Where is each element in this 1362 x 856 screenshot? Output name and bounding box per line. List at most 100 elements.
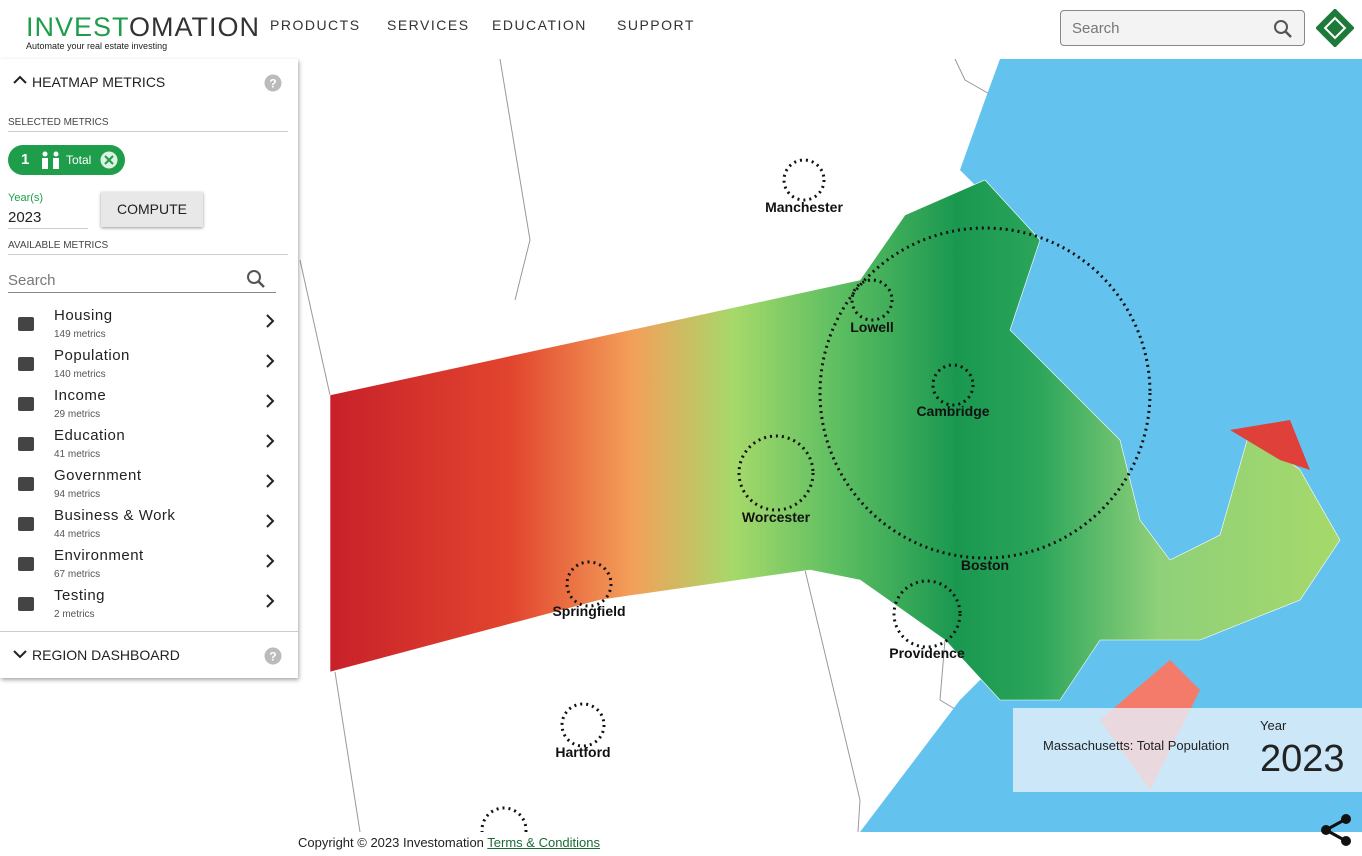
logo-text: INVEST — [26, 12, 130, 42]
category-name: Education — [54, 427, 126, 444]
logo-text: OMATION — [129, 12, 261, 42]
category-row[interactable]: Housing 149 metrics — [0, 307, 298, 348]
category-row[interactable]: Population 140 metrics — [0, 347, 298, 388]
nav-link[interactable]: SERVICES — [387, 17, 470, 33]
category-row[interactable]: Environment 67 metrics — [0, 547, 298, 588]
category-icon — [18, 397, 34, 411]
svg-text:?: ? — [269, 650, 276, 664]
category-icon — [18, 437, 34, 451]
city-label: Boston — [961, 557, 1009, 573]
chevron-path — [266, 474, 275, 488]
svg-text:?: ? — [269, 77, 276, 91]
copyright: Copyright © 2023 Investomation — [298, 835, 484, 850]
section-label: SELECTED METRICS — [8, 117, 109, 128]
icon-shape — [18, 477, 34, 491]
chevron-path — [266, 354, 275, 368]
search-placeholder: Search — [1072, 20, 1120, 37]
city-radius — [931, 363, 975, 407]
category-count: 41 metrics — [54, 449, 101, 460]
icon-shape — [18, 357, 34, 371]
panel-title[interactable]: REGION DASHBOARD — [32, 647, 180, 663]
year-label: Year — [1260, 718, 1287, 733]
chevron — [266, 474, 275, 488]
chip-count: 1 — [21, 151, 30, 168]
chevron — [266, 354, 275, 368]
category-row[interactable]: Testing 2 metrics — [0, 587, 298, 628]
category-count: 44 metrics — [54, 529, 101, 540]
search-icon — [1274, 20, 1292, 38]
year-input[interactable]: 2023 — [8, 209, 88, 229]
nav-link[interactable]: EDUCATION — [492, 17, 587, 33]
category-row[interactable]: Business & Work 44 metrics — [0, 507, 298, 548]
city-markers: Manchester Lowell Cambridge Worcester Boston… — [480, 158, 1152, 832]
expand-icon[interactable] — [13, 649, 27, 659]
chevron — [266, 394, 275, 408]
category-count: 2 metrics — [54, 609, 95, 620]
section-label: AVAILABLE METRICS — [8, 240, 109, 251]
metric-chip[interactable]: 1 Total — [8, 145, 125, 175]
chevron — [266, 594, 275, 608]
category-count: 149 metrics — [54, 329, 106, 340]
chevron-path — [266, 594, 275, 608]
sidebar: HEATMAP METRICS ? SELECTED METRICS 1 Tot… — [0, 59, 298, 678]
category-row[interactable]: Government 94 metrics — [0, 467, 298, 508]
help-icon[interactable]: ? — [264, 74, 282, 92]
category-name: Income — [54, 387, 107, 404]
city-label: Springfield — [552, 603, 625, 619]
category-count: 67 metrics — [54, 569, 101, 580]
chevron-path — [266, 554, 275, 568]
search-box[interactable]: Search — [1060, 10, 1305, 46]
metric-search[interactable]: Search — [8, 270, 276, 293]
terms-link[interactable]: Terms & Conditions — [487, 835, 601, 850]
city-radius — [560, 702, 606, 748]
city-radius — [782, 158, 826, 202]
chevron-path — [266, 314, 275, 328]
category-name: Government — [54, 467, 142, 484]
chevron — [266, 434, 275, 448]
city-radius — [850, 278, 894, 322]
category-name: Environment — [54, 547, 144, 564]
panel-title[interactable]: HEATMAP METRICS — [32, 74, 166, 90]
map[interactable]: Manchester Lowell Cambridge Worcester Boston… — [298, 59, 1362, 832]
nav-link[interactable]: PRODUCTS — [270, 17, 361, 33]
year-value: 2023 — [1260, 738, 1345, 780]
year-label: Year(s) — [8, 192, 44, 204]
share-icon[interactable] — [1318, 812, 1354, 848]
chevron — [266, 514, 275, 528]
city-label: Cambridge — [916, 403, 989, 419]
city-radius — [892, 579, 962, 649]
category-icon — [18, 557, 34, 571]
logo[interactable]: INVESTOMATION — [26, 12, 260, 43]
map-legend: Massachusetts: Total Population Year 202… — [1013, 708, 1362, 792]
category-row[interactable]: Income 29 metrics — [0, 387, 298, 428]
top-bar: INVESTOMATION Automate your real estate … — [0, 0, 1362, 59]
avatar[interactable] — [1316, 9, 1354, 47]
icon-shape — [18, 517, 34, 531]
city-label: Providence — [889, 645, 965, 661]
city-radius — [565, 560, 613, 608]
category-count: 94 metrics — [54, 489, 101, 500]
icon-shape — [18, 437, 34, 451]
chevron-path — [266, 514, 275, 528]
footer: Copyright © 2023 Investomation Terms & C… — [298, 835, 600, 850]
compute-button[interactable]: COMPUTE — [101, 192, 203, 227]
search-placeholder: Search — [8, 272, 56, 289]
nav-link[interactable]: SUPPORT — [617, 17, 695, 33]
city-label: Lowell — [850, 319, 894, 335]
chevron — [266, 554, 275, 568]
chip-remove[interactable] — [100, 151, 118, 169]
icon-shape — [18, 557, 34, 571]
chevron-path — [266, 394, 275, 408]
collapse-icon[interactable] — [13, 75, 27, 85]
category-row[interactable]: Education 41 metrics — [0, 427, 298, 468]
help-icon[interactable]: ? — [264, 647, 282, 665]
category-icon — [18, 597, 34, 611]
chevron — [266, 314, 275, 328]
category-icon — [18, 517, 34, 531]
category-count: 140 metrics — [54, 369, 106, 380]
icon-shape — [18, 597, 34, 611]
icon-shape — [18, 317, 34, 331]
chip-label: Total — [66, 153, 92, 167]
people-icon — [42, 151, 59, 169]
